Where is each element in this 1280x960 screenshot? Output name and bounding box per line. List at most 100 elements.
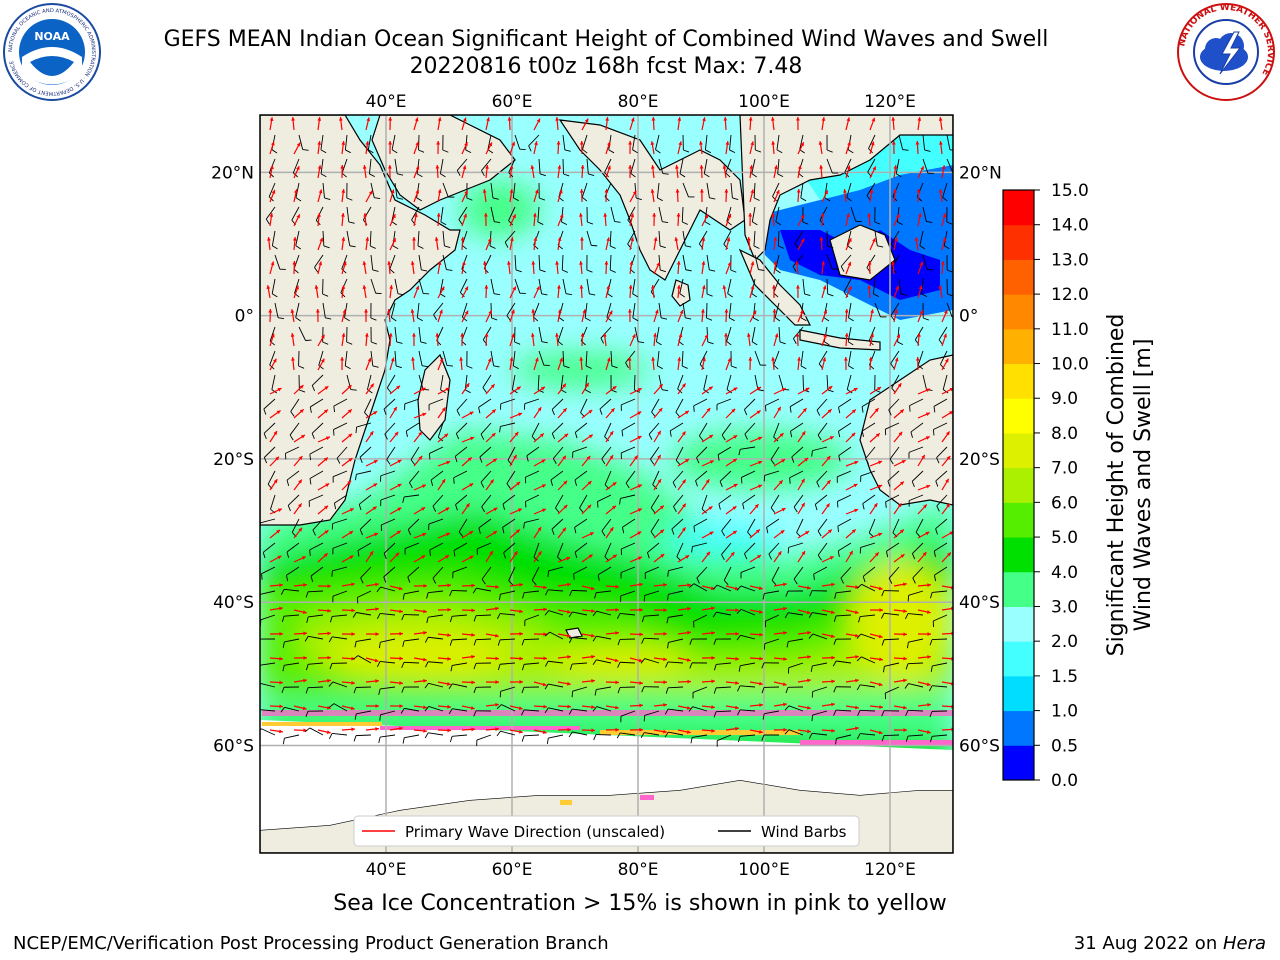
wind-barb-flag: [579, 507, 584, 513]
wave-arrowhead: [732, 506, 737, 510]
wave-arrowhead: [773, 261, 778, 265]
wind-barb: [357, 655, 372, 664]
wind-barb: [826, 254, 833, 270]
wind-barb: [693, 614, 708, 622]
wave-arrowhead: [514, 432, 519, 436]
wind-barb-flag: [600, 337, 604, 344]
wind-barb-flag: [817, 434, 822, 441]
wave-arrowhead: [566, 556, 571, 561]
wind-barb-flag: [685, 245, 692, 248]
wind-barb: [284, 588, 300, 592]
wind-barb-flag: [887, 480, 891, 487]
wave-arrowhead: [348, 458, 353, 462]
wind-barb: [817, 518, 828, 532]
wind-barb: [261, 728, 276, 736]
wind-barb: [860, 542, 876, 548]
wind-barb-flag: [824, 341, 830, 346]
wind-barb: [764, 590, 780, 595]
wind-barb-flag: [496, 730, 501, 737]
wind-barb: [622, 518, 636, 528]
wind-barb: [693, 583, 708, 592]
wind-barb-flag: [352, 612, 357, 618]
wind-barb: [370, 254, 374, 270]
wave-arrowhead: [471, 608, 475, 613]
wave-arrowhead: [387, 261, 392, 265]
wind-barb-flag: [947, 293, 953, 297]
wind-barb: [389, 254, 396, 270]
wind-barb-flag: [790, 431, 793, 438]
wind-barb: [619, 661, 636, 664]
wind-barb: [500, 398, 516, 405]
colorbar-swatch: [1003, 190, 1034, 226]
wind-barb-flag: [758, 269, 765, 271]
wave-arrowhead: [446, 681, 451, 686]
wind-barb-flag: [472, 587, 477, 594]
wave-arrowhead: [846, 165, 851, 170]
wave-arrowhead: [485, 165, 489, 169]
wind-barb-flag: [473, 663, 477, 670]
wind-barb: [658, 206, 663, 222]
wind-barb: [404, 734, 420, 739]
wave-arrowhead: [518, 412, 523, 417]
wind-barb: [716, 662, 732, 665]
wind-barb: [507, 446, 516, 461]
wind-barb-flag: [659, 245, 666, 249]
wave-arrowhead: [421, 555, 426, 559]
wind-barb-flag: [601, 530, 606, 537]
wave-arrowhead: [562, 408, 567, 413]
wave-arrowhead: [327, 584, 331, 589]
wave-arrowhead: [515, 529, 520, 534]
lat-label-left: 20°S: [213, 450, 254, 470]
wind-barb: [524, 614, 540, 621]
wind-barb-flag: [522, 592, 525, 599]
wind-barb: [800, 350, 804, 366]
wave-arrowhead: [269, 213, 274, 217]
wind-barb-flag: [909, 405, 911, 412]
lon-label-top: 120°E: [864, 92, 916, 112]
wave-arrowhead: [830, 634, 835, 638]
wave-arrowhead: [341, 285, 346, 289]
wave-arrowhead: [511, 309, 515, 314]
wind-barb-flag: [833, 709, 837, 716]
wind-barb-flag: [263, 408, 267, 415]
wave-arrowhead: [542, 682, 547, 687]
colorbar-tick-label: 15.0: [1051, 181, 1089, 201]
wind-barb: [620, 590, 636, 597]
wind-barb: [860, 733, 876, 736]
wave-arrowhead: [533, 237, 538, 241]
wave-arrowhead: [829, 556, 834, 560]
wind-barb-flag: [799, 149, 805, 154]
wind-barb-flag: [541, 293, 548, 296]
wind-barb-flag: [755, 149, 762, 153]
colorbar-tick-label: 5.0: [1051, 528, 1078, 548]
wave-arrowhead: [557, 309, 562, 314]
wave-arrowhead: [895, 214, 900, 219]
wave-arrowhead: [637, 556, 642, 561]
wind-barb-flag: [449, 639, 453, 646]
wind-barb: [575, 422, 588, 433]
wave-arrowhead: [657, 454, 661, 459]
wind-barb-flag: [497, 664, 501, 671]
wind-barb: [601, 518, 612, 532]
wind-barb: [721, 542, 732, 555]
wind-barb-flag: [282, 738, 285, 745]
wind-barb-flag: [762, 593, 765, 600]
wind-barb: [907, 662, 924, 665]
wind-barb-flag: [699, 364, 705, 370]
wind-barb: [533, 302, 540, 318]
wind-barb-flag: [383, 576, 387, 583]
wind-barb-flag: [378, 688, 381, 695]
wind-barb: [285, 446, 300, 454]
sea-ice-fringe: [262, 710, 953, 805]
wind-barb: [291, 206, 300, 221]
wave-arrowhead: [604, 189, 609, 193]
wind-barb-flag: [784, 729, 790, 735]
wave-arrowhead: [483, 261, 487, 265]
wind-barb: [548, 589, 564, 592]
wave-arrowhead: [722, 165, 727, 169]
wave-arrowhead: [314, 285, 319, 289]
wind-barb: [715, 686, 732, 689]
wind-barb: [370, 182, 375, 198]
wave-arrowhead: [771, 213, 776, 217]
wave-arrowhead: [800, 238, 805, 243]
